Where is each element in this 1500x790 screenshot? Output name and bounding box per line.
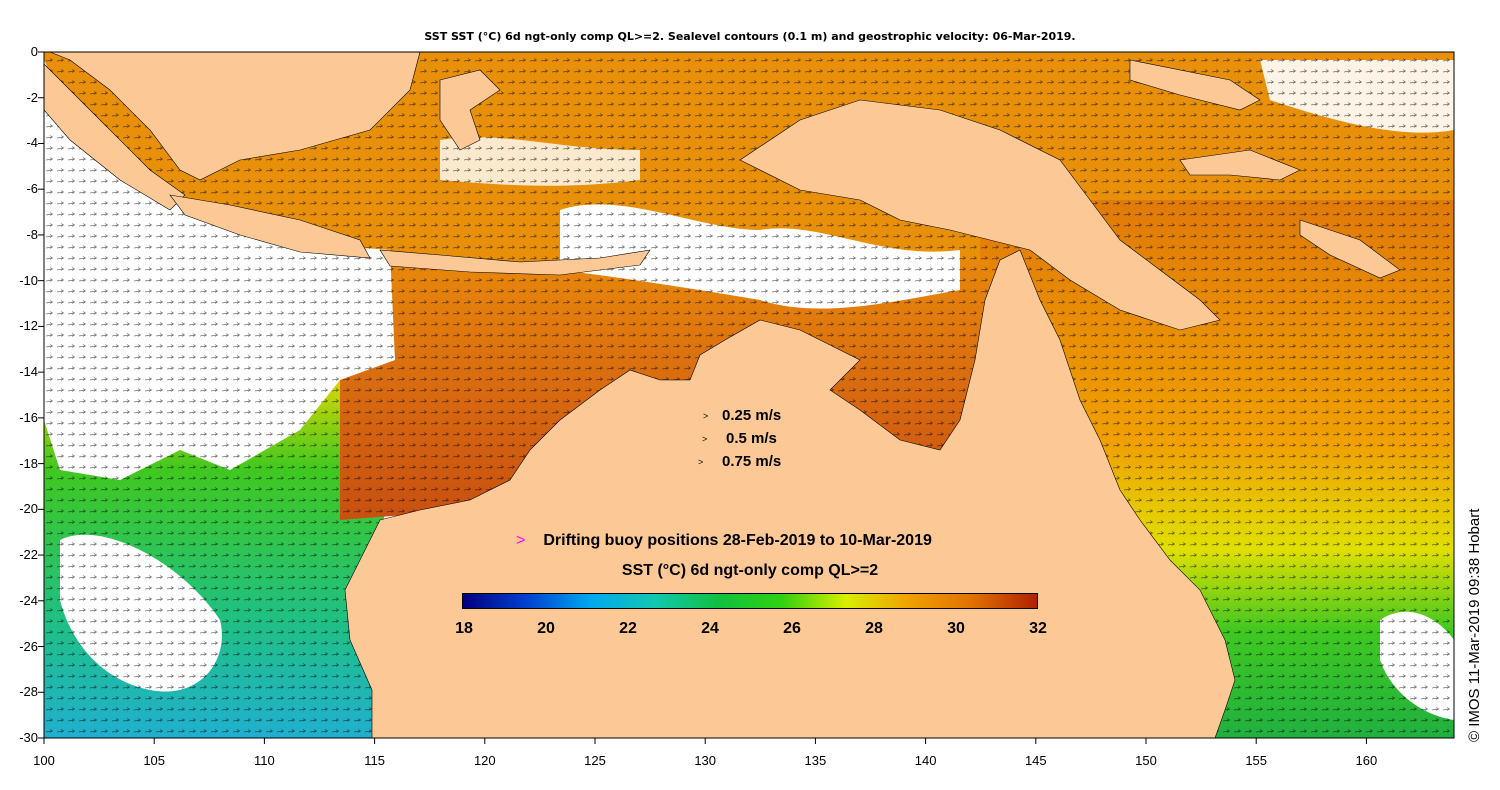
velocity-legend-label-2: 0.5 m/s [726, 430, 777, 447]
land-solomon-islands [1299, 219, 1401, 279]
y-axis-label: -8 [26, 226, 38, 242]
land-sulawesi [439, 69, 501, 151]
x-axis-label: 140 [914, 753, 937, 768]
y-axis-label: -18 [19, 455, 38, 471]
velocity-legend-label-1: 0.25 m/s [722, 407, 782, 424]
colorbar-tick-label: 20 [537, 620, 555, 637]
y-axis-label: -30 [19, 730, 38, 745]
y-axis-label: -16 [19, 409, 38, 425]
x-axis-label: 150 [1135, 753, 1157, 768]
y-axis-label: -24 [19, 592, 38, 608]
y-axis-label: 0 [30, 44, 38, 59]
x-axis-label: 135 [804, 753, 827, 768]
x-axis-label: 120 [473, 753, 496, 768]
x-axis-label: 115 [364, 753, 385, 768]
y-axis-label: -4 [26, 135, 38, 151]
x-axis-label: 125 [584, 753, 606, 768]
colorbar-tick-label: 22 [619, 620, 637, 637]
colorbar-title: SST (°C) 6d ngt-only comp QL>=2 [621, 562, 879, 579]
velocity-legend-arrow-1: > [703, 411, 709, 421]
colorbar-tick-label: 18 [455, 620, 473, 637]
velocity-legend-label-3: 0.75 m/s [722, 453, 782, 470]
y-axis-label: -2 [26, 89, 38, 105]
x-axis-label: 145 [1024, 753, 1047, 768]
y-axis-label: -26 [19, 638, 38, 654]
buoy-legend: > Drifting buoy positions 28-Feb-2019 to … [516, 532, 932, 550]
colorbar-tick-label: 30 [947, 620, 965, 637]
x-axis-label: 160 [1355, 753, 1378, 768]
colorbar-tick-label: 32 [1029, 620, 1047, 637]
map-border [43, 51, 1455, 739]
y-axis-label: -6 [26, 181, 38, 197]
buoy-legend-label: Drifting buoy positions 28-Feb-2019 to 1… [543, 532, 932, 549]
y-axis-label: -14 [19, 364, 38, 380]
land-borneo [49, 51, 421, 181]
colorbar-tick-label: 24 [701, 620, 719, 637]
colorbar [462, 593, 1038, 609]
y-axis-label: -12 [19, 318, 38, 334]
velocity-legend-arrow-2: > [702, 434, 708, 444]
map-title: SST SST (°C) 6d ngt-only comp QL>=2. Sea… [424, 30, 1076, 43]
x-axis-label: 155 [1245, 753, 1268, 768]
land-bismarck-north [1129, 59, 1261, 111]
land-new-britain [1179, 149, 1301, 181]
credit-text: © IMOS 11-Mar-2019 09:38 Hobart [1466, 508, 1483, 742]
land-australia [344, 249, 1236, 739]
land-java [169, 194, 371, 259]
y-axis-label: -22 [19, 547, 38, 563]
colorbar-tick-label: 28 [865, 620, 883, 637]
y-axis-label: -10 [19, 272, 38, 288]
axis-ticks [38, 51, 1367, 744]
land-sumatra [43, 63, 186, 211]
y-axis-label: -28 [19, 684, 38, 700]
land-lesser-sunda [379, 249, 651, 276]
x-axis-label: 130 [694, 753, 717, 768]
y-axis-label: -20 [19, 501, 38, 517]
buoy-marker-icon: > [516, 532, 526, 549]
land-new-guinea [739, 99, 1221, 331]
velocity-legend-arrow-3: > [698, 457, 704, 467]
x-axis-label: 100 [33, 753, 55, 768]
x-axis-label: 105 [143, 753, 166, 768]
colorbar-tick-label: 26 [783, 620, 801, 637]
x-axis-label: 110 [254, 753, 275, 768]
